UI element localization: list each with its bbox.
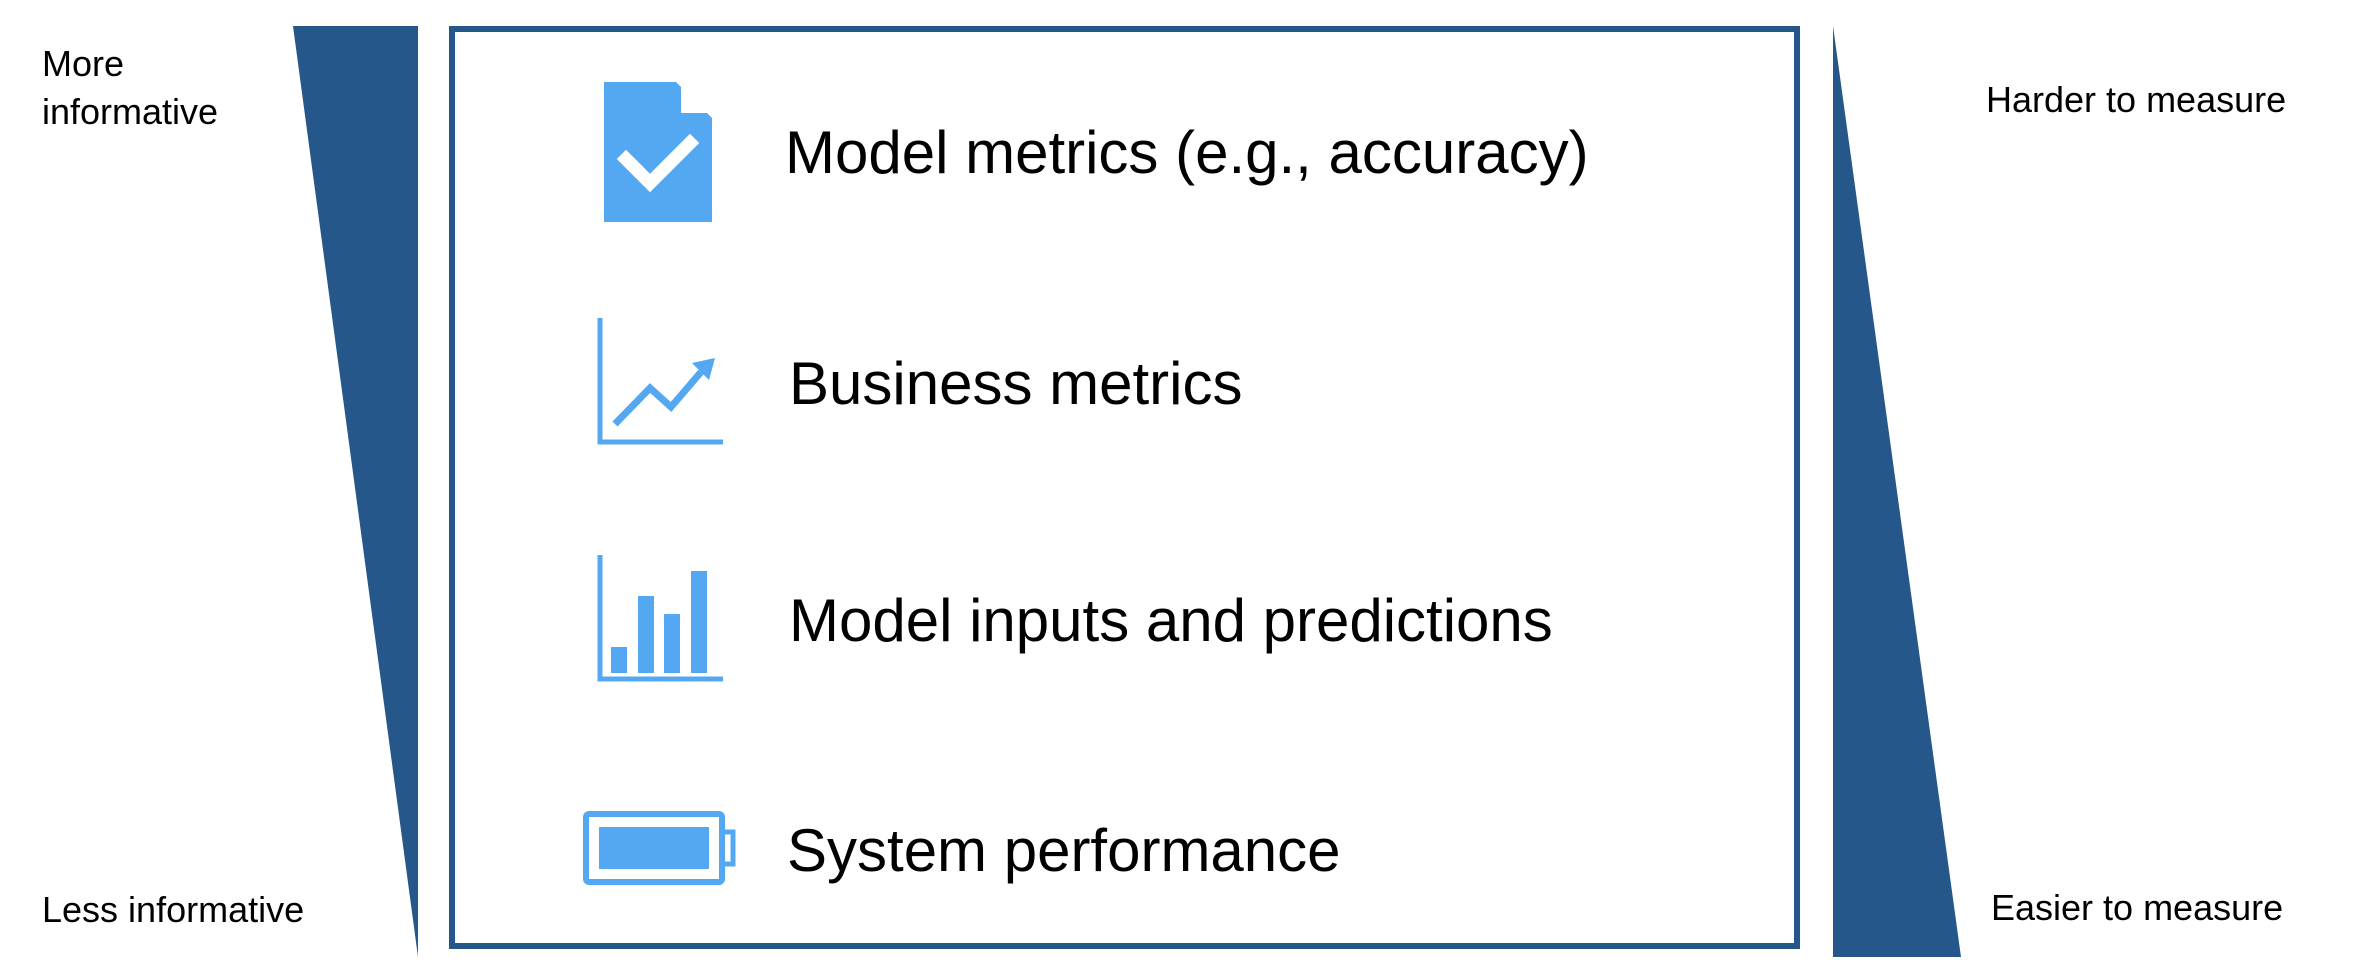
- more-informative-line1: More: [42, 43, 125, 84]
- right-measure-wedge: [1833, 26, 1961, 957]
- less-informative-label: Less informative: [42, 889, 305, 930]
- model-inputs-predictions-label: Model inputs and predictions: [789, 587, 1553, 654]
- more-informative-label: More informative: [42, 40, 218, 136]
- line-chart-trend-icon: [597, 318, 723, 445]
- document-check-icon: [604, 82, 712, 222]
- bar-chart-icon: [597, 555, 723, 682]
- business-metrics-label: Business metrics: [789, 350, 1243, 417]
- metrics-box: [449, 26, 1800, 949]
- more-informative-line2: informative: [42, 91, 219, 132]
- easier-to-measure-label: Easier to measure: [1991, 887, 2284, 928]
- battery-icon: [583, 811, 736, 885]
- harder-to-measure-label: Harder to measure: [1986, 79, 2287, 120]
- model-metrics-label: Model metrics (e.g., accuracy): [785, 119, 1589, 186]
- system-performance-label: System performance: [787, 817, 1341, 884]
- left-informative-wedge: [293, 26, 418, 957]
